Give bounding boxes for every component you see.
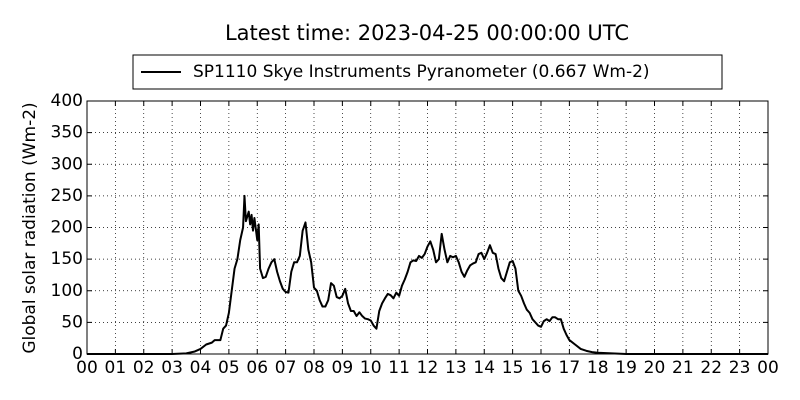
y-tick-label: 100 — [51, 281, 83, 301]
x-tick-label: 06 — [246, 358, 268, 378]
x-tick-label: 02 — [133, 358, 155, 378]
legend-box — [132, 54, 723, 90]
x-tick-label: 19 — [615, 358, 637, 378]
chart-title: Latest time: 2023-04-25 00:00:00 UTC — [225, 21, 629, 45]
x-tick-label: 08 — [303, 358, 325, 378]
y-tick-label: 400 — [51, 91, 83, 111]
y-tick-label: 300 — [51, 154, 83, 174]
legend-label: SP1110 Skye Instruments Pyranometer (0.6… — [193, 62, 650, 82]
x-tick-label: 13 — [445, 358, 467, 378]
y-tick-label: 150 — [51, 249, 83, 269]
y-tick-label: 50 — [61, 312, 83, 332]
x-tick-label: 05 — [218, 358, 240, 378]
x-tick-label: 11 — [388, 358, 410, 378]
plot-frame — [86, 100, 769, 355]
x-tick-label: 18 — [587, 358, 609, 378]
x-tick-label: 07 — [275, 358, 297, 378]
x-tick-label: 22 — [700, 358, 722, 378]
x-tick-label: 03 — [161, 358, 183, 378]
y-tick-label: 200 — [51, 218, 83, 238]
y-tick-label: 250 — [51, 186, 83, 206]
y-axis-label: Global solar radiation (Wm-2) — [20, 102, 40, 353]
x-tick-label: 23 — [729, 358, 751, 378]
x-tick-label: 04 — [190, 358, 212, 378]
y-tick-label: 350 — [51, 123, 83, 143]
x-tick-label: 09 — [332, 358, 354, 378]
x-tick-label: 00 — [76, 358, 98, 378]
x-tick-label: 15 — [502, 358, 524, 378]
x-tick-label: 14 — [473, 358, 495, 378]
x-tick-label: 01 — [105, 358, 127, 378]
data-line — [87, 194, 768, 355]
x-tick-label: 00 — [757, 358, 779, 378]
x-tick-label: 16 — [530, 358, 552, 378]
x-tick-label: 17 — [559, 358, 581, 378]
x-tick-label: 12 — [417, 358, 439, 378]
y-tick-label: 0 — [72, 344, 83, 364]
x-tick-label: 20 — [644, 358, 666, 378]
x-tick-label: 21 — [672, 358, 694, 378]
x-tick-label: 10 — [360, 358, 382, 378]
